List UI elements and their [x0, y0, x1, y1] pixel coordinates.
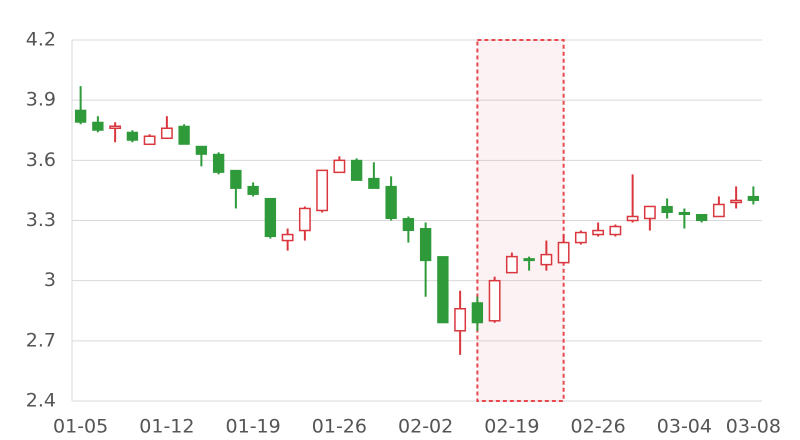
candle-body: [281, 233, 294, 242]
highlight-box: [476, 39, 565, 402]
x-tick-label: 03-04: [657, 416, 712, 438]
x-tick-label: 02-26: [571, 416, 626, 438]
candle-body: [523, 258, 535, 262]
x-tick-label: 02-19: [484, 416, 539, 438]
y-tick-label: 3: [44, 269, 56, 291]
candle-body: [212, 153, 225, 173]
y-tick-label: 3.9: [26, 89, 56, 111]
candle-body: [92, 121, 104, 131]
candle-body: [350, 159, 363, 181]
candle-body: [368, 177, 380, 189]
candle-body: [264, 197, 277, 238]
candle-body: [402, 217, 415, 232]
candle-body: [195, 145, 208, 155]
x-tick-label: 01-19: [226, 416, 281, 438]
candle-body: [643, 205, 656, 220]
candle-body: [574, 231, 587, 244]
y-tick-label: 2.4: [26, 390, 56, 412]
candle-body: [661, 205, 673, 213]
candle-body: [505, 255, 518, 274]
y-tick-label: 2.7: [26, 329, 56, 351]
candle-body: [333, 159, 346, 174]
candle-body: [230, 169, 242, 189]
x-tick-label: 01-12: [139, 416, 194, 438]
x-tick-label: 03-08: [726, 416, 781, 438]
candle-body: [678, 211, 691, 215]
candle-body: [454, 307, 467, 332]
y-tick-label: 3.6: [26, 149, 56, 171]
candle-body: [626, 215, 639, 222]
candle-body: [109, 125, 122, 129]
candle-body: [471, 302, 484, 324]
x-tick-label: 01-26: [312, 416, 367, 438]
candle-body: [298, 207, 311, 232]
x-tick-label: 02-02: [398, 416, 453, 438]
candle-body: [126, 131, 139, 141]
candle-body: [730, 199, 743, 204]
candle-body: [488, 279, 501, 322]
candle-body: [385, 185, 397, 219]
x-tick-label: 01-05: [53, 416, 108, 438]
candle-body: [557, 241, 570, 264]
candle-body: [160, 127, 173, 140]
candle-body: [695, 213, 708, 222]
candle-body: [592, 229, 605, 236]
candle-body: [247, 185, 259, 195]
candle-body: [712, 203, 725, 218]
candle-body: [178, 125, 190, 145]
candle-body: [419, 228, 432, 262]
candle-body: [609, 225, 622, 236]
candle-body: [747, 195, 760, 201]
y-tick-label: 4.2: [26, 29, 56, 51]
candle-body: [316, 169, 329, 212]
candle-body: [143, 135, 156, 146]
y-tick-label: 3.3: [26, 209, 56, 231]
candle-body: [437, 256, 449, 324]
candle-body: [540, 253, 553, 266]
candle-body: [74, 109, 87, 123]
